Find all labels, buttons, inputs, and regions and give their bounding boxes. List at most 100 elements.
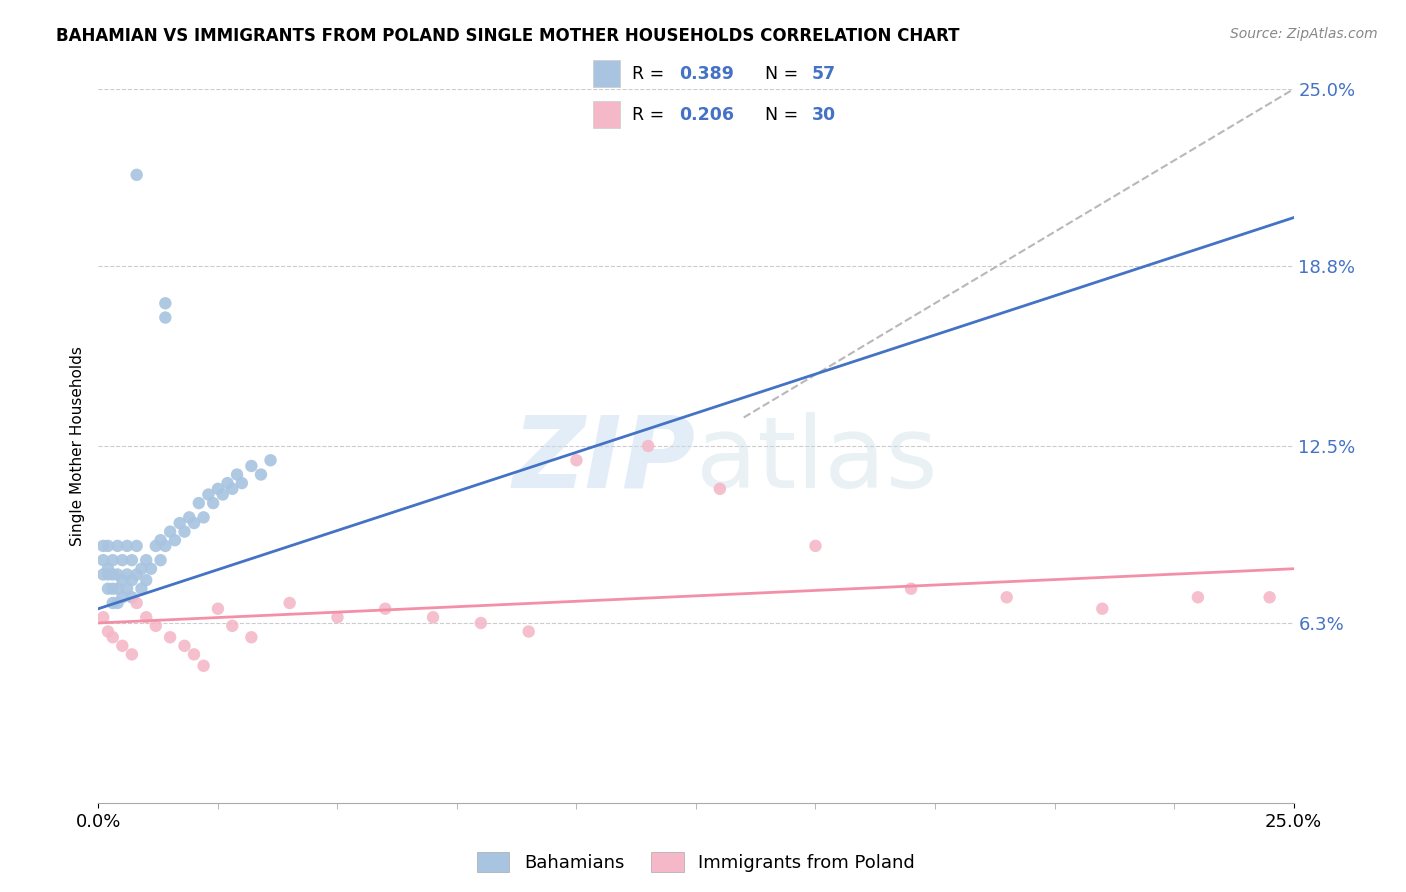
Point [173, 524, 195, 539]
Point [804, 539, 827, 553]
Point [259, 453, 281, 467]
Point [97, 562, 120, 576]
Point [107, 539, 129, 553]
Point [155, 310, 177, 325]
Point [101, 596, 124, 610]
Point [91, 567, 114, 582]
Point [107, 596, 129, 610]
Text: 57: 57 [811, 65, 835, 83]
Point [193, 658, 215, 673]
Point [207, 482, 229, 496]
FancyBboxPatch shape [592, 61, 620, 87]
Point [145, 539, 167, 553]
Point [159, 524, 181, 539]
Point [565, 453, 588, 467]
Point [202, 496, 225, 510]
Point [121, 573, 143, 587]
Text: Source: ZipAtlas.com: Source: ZipAtlas.com [1230, 27, 1378, 41]
Point [193, 510, 215, 524]
Point [163, 533, 186, 548]
Point [107, 567, 129, 582]
Point [135, 573, 157, 587]
Point [111, 553, 134, 567]
Point [101, 582, 124, 596]
Point [231, 476, 253, 491]
Text: N =: N = [765, 105, 804, 123]
FancyBboxPatch shape [592, 101, 620, 128]
Point [155, 296, 177, 310]
Point [131, 562, 153, 576]
Point [121, 648, 143, 662]
Text: R =: R = [631, 105, 669, 123]
Point [97, 582, 120, 596]
Point [183, 516, 205, 530]
Point [101, 553, 124, 567]
Point [240, 458, 263, 473]
Point [637, 439, 659, 453]
Point [517, 624, 540, 639]
Point [121, 591, 143, 605]
Point [207, 601, 229, 615]
Point [135, 553, 157, 567]
Point [374, 601, 396, 615]
Point [115, 582, 138, 596]
Point [97, 539, 120, 553]
Text: N =: N = [765, 65, 804, 83]
Point [91, 539, 114, 553]
Point [111, 639, 134, 653]
Point [1091, 601, 1114, 615]
Text: 0.389: 0.389 [679, 65, 734, 83]
Point [125, 567, 148, 582]
Point [125, 168, 148, 182]
Point [326, 610, 349, 624]
Point [101, 630, 124, 644]
Point [131, 582, 153, 596]
Point [422, 610, 444, 624]
Point [709, 482, 731, 496]
Point [169, 516, 191, 530]
Point [173, 639, 195, 653]
Point [155, 539, 177, 553]
Point [91, 553, 114, 567]
Text: ZIP: ZIP [513, 412, 696, 508]
Point [107, 582, 129, 596]
Point [111, 573, 134, 587]
Point [159, 630, 181, 644]
Point [1258, 591, 1281, 605]
Point [221, 482, 243, 496]
Point [101, 567, 124, 582]
Text: BAHAMIAN VS IMMIGRANTS FROM POLAND SINGLE MOTHER HOUSEHOLDS CORRELATION CHART: BAHAMIAN VS IMMIGRANTS FROM POLAND SINGL… [56, 27, 960, 45]
Point [121, 553, 143, 567]
Point [250, 467, 273, 482]
Point [211, 487, 233, 501]
Point [217, 476, 239, 491]
Point [111, 591, 134, 605]
Point [145, 619, 167, 633]
Legend: Bahamians, Immigrants from Poland: Bahamians, Immigrants from Poland [470, 845, 922, 880]
Text: 0.206: 0.206 [679, 105, 734, 123]
Point [97, 567, 120, 582]
Text: 30: 30 [811, 105, 835, 123]
Point [149, 553, 172, 567]
Y-axis label: Single Mother Households: Single Mother Households [69, 346, 84, 546]
Point [995, 591, 1018, 605]
Text: R =: R = [631, 65, 669, 83]
Point [278, 596, 301, 610]
Text: atlas: atlas [696, 412, 938, 508]
Point [135, 610, 157, 624]
Point [470, 615, 492, 630]
Point [179, 510, 201, 524]
Point [115, 539, 138, 553]
Point [91, 610, 114, 624]
Point [97, 624, 120, 639]
Point [240, 630, 263, 644]
Point [221, 619, 243, 633]
Point [183, 648, 205, 662]
Point [115, 567, 138, 582]
Point [226, 467, 249, 482]
Point [139, 562, 162, 576]
Point [149, 533, 172, 548]
Point [900, 582, 922, 596]
Point [197, 487, 219, 501]
Point [125, 539, 148, 553]
